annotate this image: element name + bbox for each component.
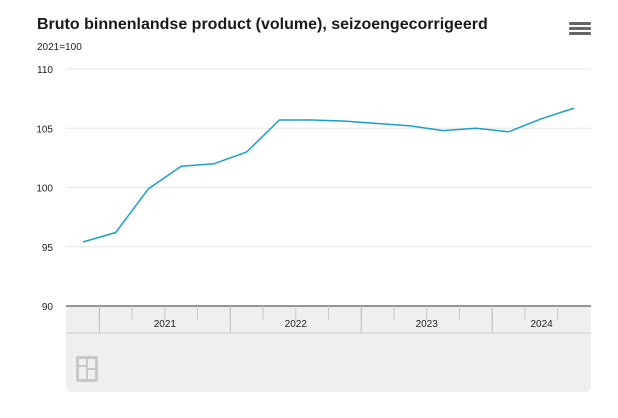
- cbs-logo-icon: [76, 356, 98, 382]
- menu-bar: [569, 22, 591, 25]
- menu-bar: [569, 27, 591, 30]
- y-tick-label: 110: [37, 65, 53, 76]
- y-tick-label: 100: [36, 184, 53, 195]
- x-year-label: 2024: [530, 319, 553, 330]
- y-tick-label: 105: [36, 124, 53, 135]
- navigator-band: [66, 306, 591, 392]
- hamburger-menu-icon[interactable]: [569, 22, 591, 40]
- x-year-label: 2022: [285, 319, 308, 330]
- series-line: [82, 107, 575, 243]
- x-year-label: 2021: [154, 319, 177, 330]
- y-tick-label: 95: [42, 243, 54, 254]
- menu-bar: [569, 32, 591, 35]
- chart-title: Bruto binnenlandse product (volume), sei…: [37, 16, 488, 33]
- y-tick-label: 90: [42, 302, 54, 313]
- chart-subtitle: 2021=100: [37, 42, 82, 53]
- x-year-label: 2023: [416, 319, 439, 330]
